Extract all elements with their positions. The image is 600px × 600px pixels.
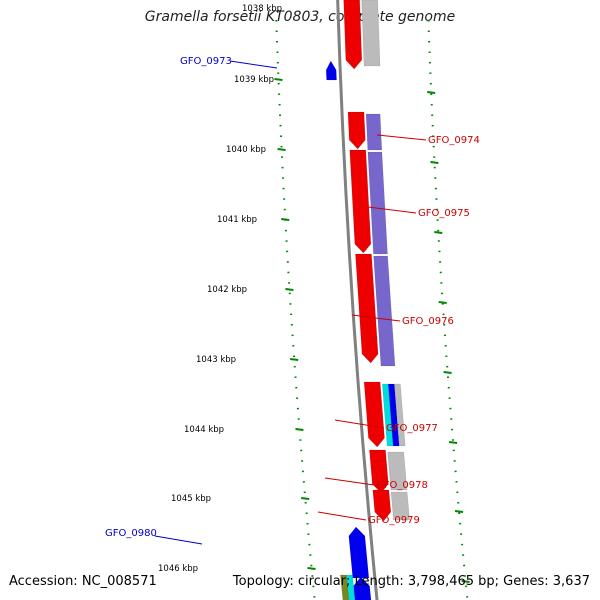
leader-GFO_0980	[154, 535, 203, 545]
leader-GFO_0975	[367, 206, 417, 214]
cog-purple-0974	[365, 113, 383, 151]
gene-label-GFO_0980[interactable]: GFO_0980	[105, 528, 157, 539]
tick-mark-2	[281, 218, 290, 221]
scale-dots-left	[275, 19, 316, 600]
tick-mark-right-5	[448, 441, 458, 444]
tick-mark-0	[274, 78, 283, 81]
gene-label-GFO_0977[interactable]: GFO_0977	[386, 423, 438, 434]
gene-label-GFO_0975[interactable]: GFO_0975	[418, 208, 470, 219]
cog-purple-0976	[373, 255, 396, 367]
leader-GFO_0977	[334, 419, 385, 429]
scale-label-1040: 1040 kbp	[226, 145, 266, 155]
cog-olive-0981	[340, 574, 350, 600]
scale-label-1043: 1043 kbp	[196, 355, 236, 365]
genome-stats-text: Topology: circular; Length: 3,798,465 bp…	[232, 574, 590, 589]
gene-label-GFO_0974[interactable]: GFO_0974	[428, 135, 480, 146]
tick-mark-6	[301, 497, 310, 500]
leader-GFO_0978	[324, 477, 375, 486]
tick-mark-5	[295, 428, 304, 431]
tick-mark-right-1	[430, 161, 439, 164]
cds-forward-0975	[349, 149, 372, 254]
tick-mark-3	[285, 288, 294, 291]
cog-gray-0978	[387, 451, 408, 491]
cog-purple-0975	[367, 151, 388, 255]
leader-GFO_0973	[229, 60, 278, 69]
cds-forward-0976	[355, 253, 379, 364]
tick-mark-7	[307, 567, 316, 570]
cog-cyan-0977	[381, 383, 394, 447]
scale-label-1044: 1044 kbp	[184, 425, 224, 435]
cds-reverse-0981	[353, 576, 372, 600]
leader-GFO_0974	[376, 134, 427, 141]
scale-dots-right	[427, 19, 469, 600]
tick-mark-right-3	[438, 301, 447, 304]
tick-mark-1	[277, 148, 286, 151]
scale-label-1041: 1041 kbp	[217, 215, 257, 225]
scale-label-1042: 1042 kbp	[207, 285, 247, 295]
cds-reverse-0973	[325, 60, 337, 81]
cog-gray-0977	[394, 383, 406, 447]
leader-GFO_0979	[317, 511, 367, 521]
tick-mark-right-7	[461, 580, 470, 583]
tick-mark-4	[290, 358, 299, 361]
gene-label-GFO_0979[interactable]: GFO_0979	[368, 515, 420, 526]
gene-features	[325, 0, 410, 600]
scale-label-1046: 1046 kbp	[158, 564, 198, 574]
tick-mark-right-4	[443, 371, 452, 374]
leader-GFO_0976	[351, 314, 401, 322]
tick-mark-right-2	[434, 231, 443, 234]
cds-forward-0972	[343, 0, 363, 70]
backbone-arc	[336, 0, 379, 600]
scale-label-partial: 1038 kbp	[242, 4, 282, 14]
cds-reverse-0980	[348, 526, 370, 579]
genome-backbone	[336, 0, 379, 600]
tick-mark-right-0	[427, 91, 436, 94]
cds-forward-0974	[347, 111, 366, 150]
scale-label-1045: 1045 kbp	[171, 494, 211, 504]
scale-label-1039: 1039 kbp	[234, 75, 274, 85]
gene-label-GFO_0978[interactable]: GFO_0978	[376, 480, 428, 491]
tick-mark-right-6	[454, 510, 464, 513]
scale-tick-marks	[274, 78, 470, 583]
cog-gray-0972	[361, 0, 381, 67]
label-leader-lines	[154, 60, 427, 545]
cds-forward-0977	[363, 381, 385, 448]
gene-label-GFO_0976[interactable]: GFO_0976	[402, 316, 454, 327]
gene-label-GFO_0973[interactable]: GFO_0973	[180, 56, 232, 67]
cds-forward-0979	[372, 489, 392, 522]
cog-gray-0979	[390, 491, 410, 521]
cds-forward-0978	[369, 449, 389, 494]
accession-text: Accession: NC_008571	[9, 574, 157, 589]
